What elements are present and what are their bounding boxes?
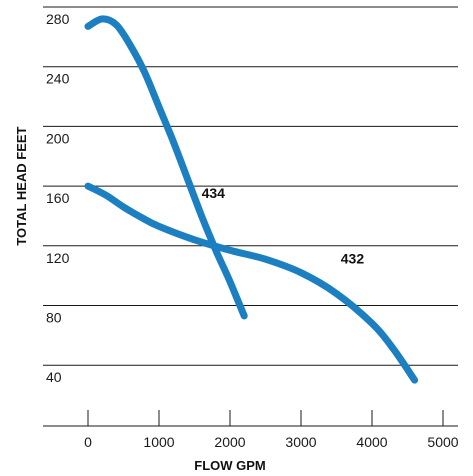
x-tick-label: 1000 <box>143 434 174 450</box>
x-tick-label: 2000 <box>214 434 245 450</box>
y-axis-title: TOTAL HEAD FEET <box>14 126 29 245</box>
series-label-432: 432 <box>341 251 365 267</box>
y-tick-label: 200 <box>46 130 70 146</box>
y-tick-label: 80 <box>46 310 62 326</box>
curves <box>84 15 419 384</box>
grid-lines <box>43 6 458 366</box>
y-tick-label: 240 <box>46 71 70 87</box>
y-tick-label: 160 <box>46 190 70 206</box>
x-axis-title: FLOW GPM <box>194 458 266 473</box>
x-tick-label: 4000 <box>356 434 387 450</box>
series-label-434: 434 <box>202 185 226 201</box>
y-tick-label: 40 <box>46 369 62 385</box>
y-tick-labels: 280 240 200 160 120 80 40 <box>46 11 70 385</box>
x-tick-label: 0 <box>84 434 92 450</box>
curve-432 <box>84 182 419 384</box>
curve-434 <box>84 15 248 320</box>
y-tick-label: 280 <box>46 11 70 27</box>
x-axis: 0 1000 2000 3000 4000 5000 <box>43 410 459 450</box>
x-tick-label: 3000 <box>285 434 316 450</box>
y-tick-label: 120 <box>46 250 70 266</box>
x-tick-label: 5000 <box>427 434 458 450</box>
